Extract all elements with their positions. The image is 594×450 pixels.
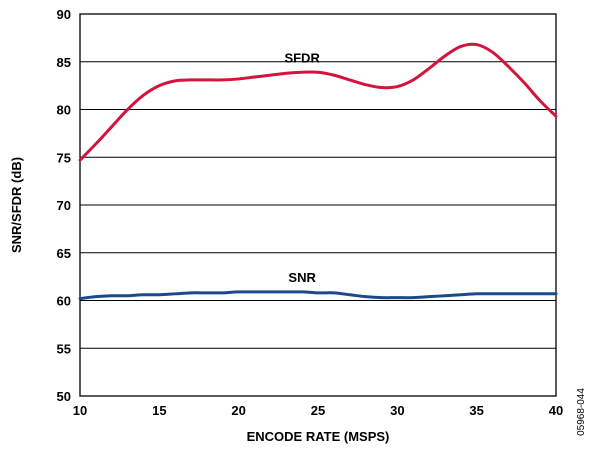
grid-lines (80, 61, 556, 349)
y-tick-85: 85 (57, 55, 71, 70)
x-tick-30: 30 (390, 403, 404, 418)
x-tick-15: 15 (152, 403, 166, 418)
y-tick-65: 65 (57, 246, 71, 261)
snr-line (78, 290, 558, 301)
y-tick-75: 75 (57, 150, 71, 165)
sfdr-label: SFDR (284, 50, 320, 65)
snr-label: SNR (288, 270, 316, 285)
y-tick-60: 60 (57, 294, 71, 309)
y-tick-70: 70 (57, 198, 71, 213)
sfdr-line (78, 42, 558, 162)
y-tick-90: 90 (57, 7, 71, 22)
x-tick-40: 40 (549, 403, 563, 418)
series-lines (78, 42, 558, 301)
series-labels: SFDR SNR (284, 50, 320, 285)
y-tick-50: 50 (57, 389, 71, 404)
figure-id: 05968-044 (576, 388, 587, 436)
x-tick-35: 35 (469, 403, 483, 418)
plot-frame (79, 13, 557, 397)
y-tick-labels: 50 55 60 65 70 75 80 85 90 (57, 7, 71, 404)
x-tick-10: 10 (73, 403, 87, 418)
y-tick-80: 80 (57, 103, 71, 118)
y-tick-55: 55 (57, 341, 71, 356)
x-axis-title: ENCODE RATE (MSPS) (247, 429, 390, 444)
x-tick-20: 20 (231, 403, 245, 418)
y-axis-title: SNR/SFDR (dB) (9, 157, 24, 253)
x-tick-25: 25 (311, 403, 325, 418)
x-tick-labels: 10 15 20 25 30 35 40 (73, 403, 563, 418)
